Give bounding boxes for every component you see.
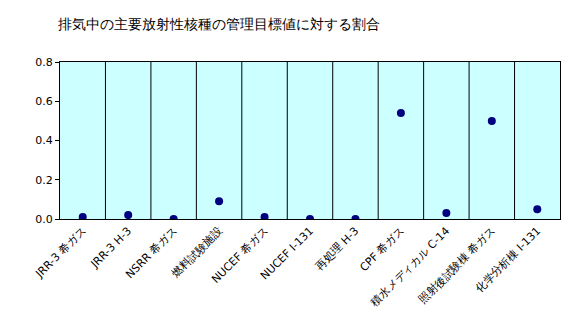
svg-text:0.8: 0.8 [35, 56, 53, 69]
svg-text:NUCEF 希ガス: NUCEF 希ガス [209, 225, 270, 286]
svg-text:NUCEF I-131: NUCEF I-131 [258, 225, 316, 283]
svg-text:0.6: 0.6 [35, 95, 53, 108]
svg-text:CPF 希ガス: CPF 希ガス [357, 225, 407, 275]
svg-text:0.0: 0.0 [35, 213, 53, 226]
svg-text:化学分析棟 I-131: 化学分析棟 I-131 [473, 225, 544, 296]
svg-text:排気中の主要放射性核種の管理目標値に対する割合: 排気中の主要放射性核種の管理目標値に対する割合 [58, 16, 380, 32]
svg-text:積水メディカル C-14: 積水メディカル C-14 [368, 225, 452, 309]
svg-text:0.2: 0.2 [35, 174, 53, 187]
svg-text:NSRR 希ガス: NSRR 希ガス [123, 225, 180, 282]
svg-text:JRR-3 希ガス: JRR-3 希ガス [32, 225, 88, 281]
svg-text:0.4: 0.4 [35, 134, 53, 147]
svg-text:再処理 H-3: 再処理 H-3 [313, 225, 362, 274]
svg-text:照射後試験棟 希ガス: 照射後試験棟 希ガス [416, 225, 498, 307]
svg-text:JRR-3 H-3: JRR-3 H-3 [88, 225, 135, 272]
svg-text:燃料試験施設: 燃料試験施設 [169, 225, 225, 281]
